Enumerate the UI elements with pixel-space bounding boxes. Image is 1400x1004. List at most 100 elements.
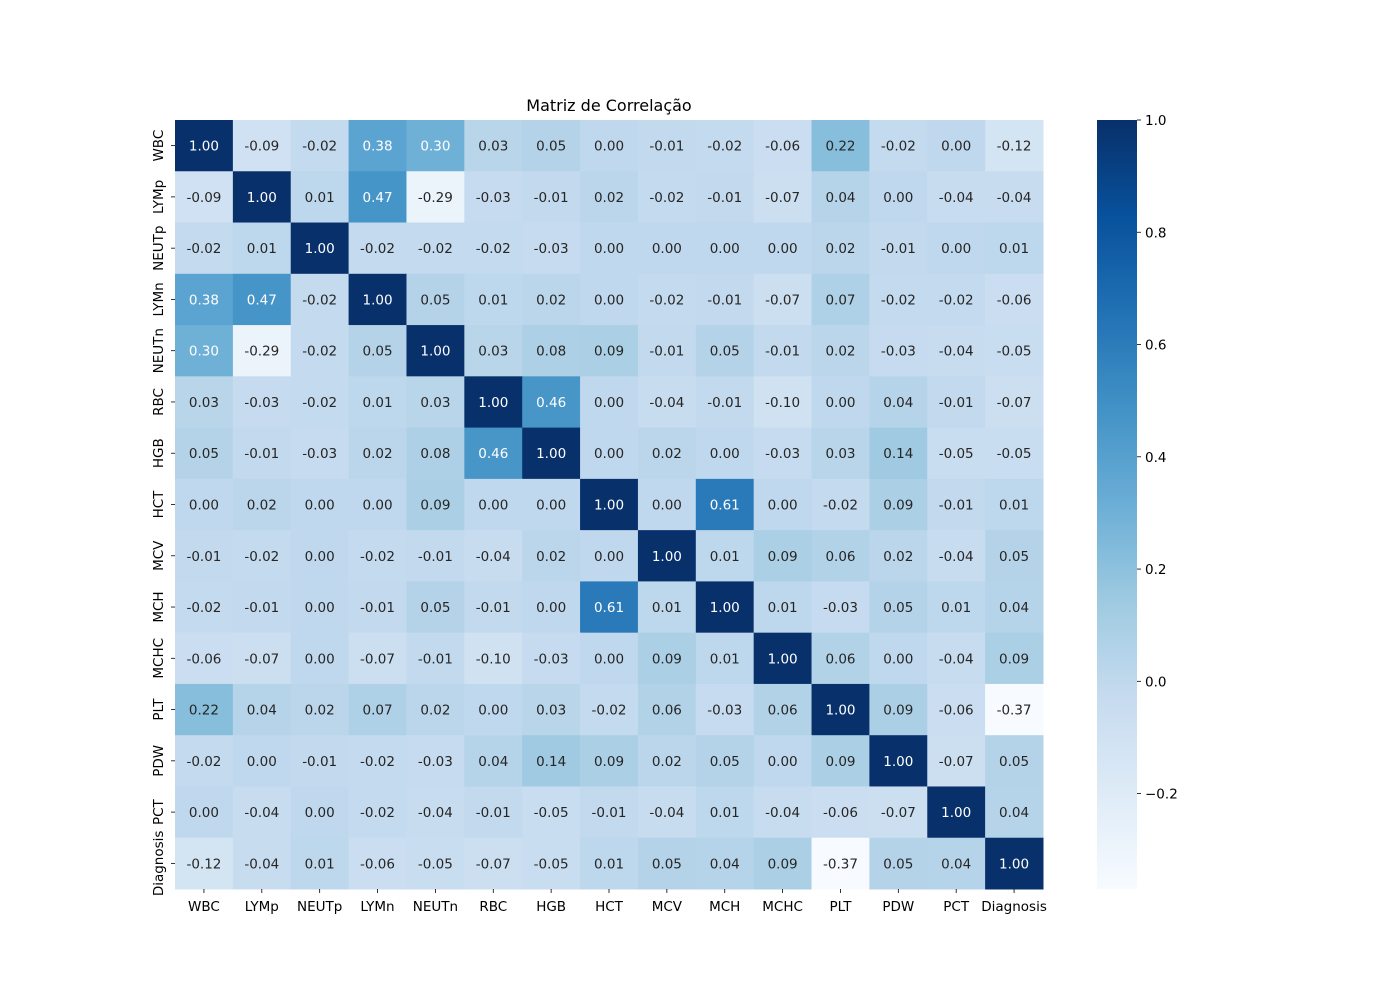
cell-value-label: 0.01 <box>305 856 335 872</box>
heatmap-cell-pdw-hct <box>580 735 639 787</box>
cell-value-label: 0.01 <box>710 805 740 821</box>
cell-value-label: -0.03 <box>707 703 742 719</box>
heatmap-cell-neutn-pct <box>927 325 986 377</box>
heatmap-cell-mcv-plt <box>811 530 870 582</box>
cell-value-label: 0.05 <box>420 292 450 308</box>
heatmap-cell-neutp-pct <box>927 222 986 275</box>
y-tick-label-hct: HCT <box>151 490 167 519</box>
heatmap-cell-mchc-mch <box>695 632 755 685</box>
heatmap-cell-pct-mchc <box>753 786 813 839</box>
cell-value-label: -0.02 <box>302 344 337 360</box>
cell-value-label: -0.02 <box>360 805 395 821</box>
cell-value-label: 1.00 <box>189 139 219 155</box>
heatmap-cell-neutn-neutp <box>290 325 350 377</box>
cell-value-label: 0.00 <box>594 651 624 667</box>
cell-value-label: -0.03 <box>765 446 800 462</box>
colorbar-tick-label: −0.2 <box>1145 787 1178 803</box>
heatmap-cell-hct-neutp <box>290 478 350 531</box>
cell-value-label: 0.00 <box>478 498 508 514</box>
heatmap-cell-lymp-neutp <box>290 171 350 224</box>
heatmap-cell-plt-pct <box>927 683 986 736</box>
cell-value-label: -0.03 <box>418 754 453 770</box>
y-tick-label-pct: PCT <box>151 798 167 825</box>
heatmap-cell-pdw-neutn <box>406 735 465 787</box>
heatmap-cell-hgb-mcv <box>637 427 697 480</box>
cell-value-label: -0.29 <box>418 190 453 206</box>
heatmap-cell-rbc-lymp <box>232 376 292 429</box>
cell-value-label: -0.02 <box>302 292 337 308</box>
cell-value-label: 0.00 <box>536 600 566 616</box>
cell-value-label: -0.01 <box>939 498 974 514</box>
cell-value-label: 0.04 <box>999 805 1029 821</box>
heatmap-cell-pct-lymn <box>348 786 407 839</box>
cell-value-label: -0.12 <box>186 856 221 872</box>
cell-value-label: 0.14 <box>536 754 566 770</box>
heatmap-cell-lymp-rbc <box>464 171 523 224</box>
cell-value-label: -0.02 <box>186 754 221 770</box>
colorbar-gradient <box>1097 120 1137 889</box>
heatmap-cell-hgb-hct <box>580 427 639 480</box>
heatmap-cell-neutp-lymn <box>348 222 407 275</box>
heatmap-cell-lymp-plt <box>811 171 870 224</box>
cell-value-label: -0.02 <box>360 754 395 770</box>
colorbar-tick-label: 0.4 <box>1145 450 1166 466</box>
cell-value-label: -0.04 <box>939 549 974 565</box>
cell-value-label: -0.04 <box>765 805 800 821</box>
heatmap-cell-lymn-mchc <box>753 273 813 326</box>
chart-title: Matriz de Correlação <box>526 96 691 115</box>
heatmap-cell-mcv-mcv <box>637 530 697 582</box>
y-tick-label-neutn: NEUTn <box>151 328 167 373</box>
x-axis: WBC LYMp NEUTp LYMn NEUTn RBC HGB HCT MCV MCH MCHC… <box>188 889 1047 915</box>
heatmap-cell-diagnosis-pct <box>927 837 986 890</box>
cell-value-label: -0.01 <box>649 344 684 360</box>
y-axis: WBC LYMp NEUTp LYMn NEUTn RBC HGB HCT MCV MCH MCHC… <box>151 130 175 896</box>
heatmap-cell-plt-diagnosis <box>985 683 1044 736</box>
cell-value-label: -0.04 <box>418 805 453 821</box>
heatmap-cell-mcv-mch <box>695 530 755 582</box>
cell-value-label: 0.46 <box>478 446 508 462</box>
heatmap-cell-neutp-hct <box>580 222 639 275</box>
cell-value-label: 0.00 <box>594 446 624 462</box>
heatmap-cell-mch-pdw <box>869 581 928 634</box>
heatmap-cell-pct-hgb <box>522 786 581 839</box>
cell-value-label: -0.02 <box>707 139 742 155</box>
heatmap-cell-diagnosis-plt <box>811 837 870 890</box>
heatmap-cell-lymn-wbc <box>175 273 234 326</box>
heatmap-cell-mchc-lymn <box>348 632 407 685</box>
x-tick-label-pdw: PDW <box>882 899 914 915</box>
cell-value-label: -0.07 <box>997 395 1032 411</box>
cell-value-label: 0.00 <box>536 498 566 514</box>
cell-value-label: -0.02 <box>881 292 916 308</box>
heatmap-cell-wbc-hct <box>580 120 639 172</box>
heatmap-cell-lymn-plt <box>811 273 870 326</box>
heatmap-cell-hgb-lymn <box>348 427 407 480</box>
heatmap-cell-diagnosis-mcv <box>637 837 697 890</box>
colorbar: 1.0 0.8 0.6 0.4 0.2 0.0 −0.2 <box>1097 113 1178 889</box>
heatmap-cell-pdw-pct <box>927 735 986 787</box>
cell-value-label: 0.00 <box>883 190 913 206</box>
cell-value-label: 0.08 <box>420 446 450 462</box>
heatmap-cell-plt-lymn <box>348 683 407 736</box>
cell-value-label: 0.03 <box>478 139 508 155</box>
cell-value-label: -0.37 <box>997 703 1032 719</box>
y-tick-label-wbc: WBC <box>151 130 167 162</box>
cell-value-label: -0.01 <box>765 344 800 360</box>
heatmap-cell-mch-pct <box>927 581 986 634</box>
cell-value-label: 0.05 <box>362 344 392 360</box>
heatmap-cell-lymp-lymp <box>232 171 292 224</box>
cell-value-label: 0.02 <box>305 703 335 719</box>
cell-value-label: -0.04 <box>476 549 511 565</box>
heatmap-cell-rbc-hct <box>580 376 639 429</box>
cell-value-label: 0.09 <box>883 498 913 514</box>
heatmap-cell-mch-hgb <box>522 581 581 634</box>
cell-value-label: -0.06 <box>939 703 974 719</box>
cell-value-label: -0.03 <box>476 190 511 206</box>
cell-value-label: -0.07 <box>765 190 800 206</box>
heatmap-cell-lymp-hgb <box>522 171 581 224</box>
x-tick-label-neutp: NEUTp <box>297 899 342 915</box>
cell-value-label: 0.00 <box>594 292 624 308</box>
cell-value-label: 0.00 <box>362 498 392 514</box>
cell-value-label: 0.02 <box>536 549 566 565</box>
cell-value-label: -0.02 <box>476 241 511 257</box>
cell-value-label: 0.03 <box>478 344 508 360</box>
